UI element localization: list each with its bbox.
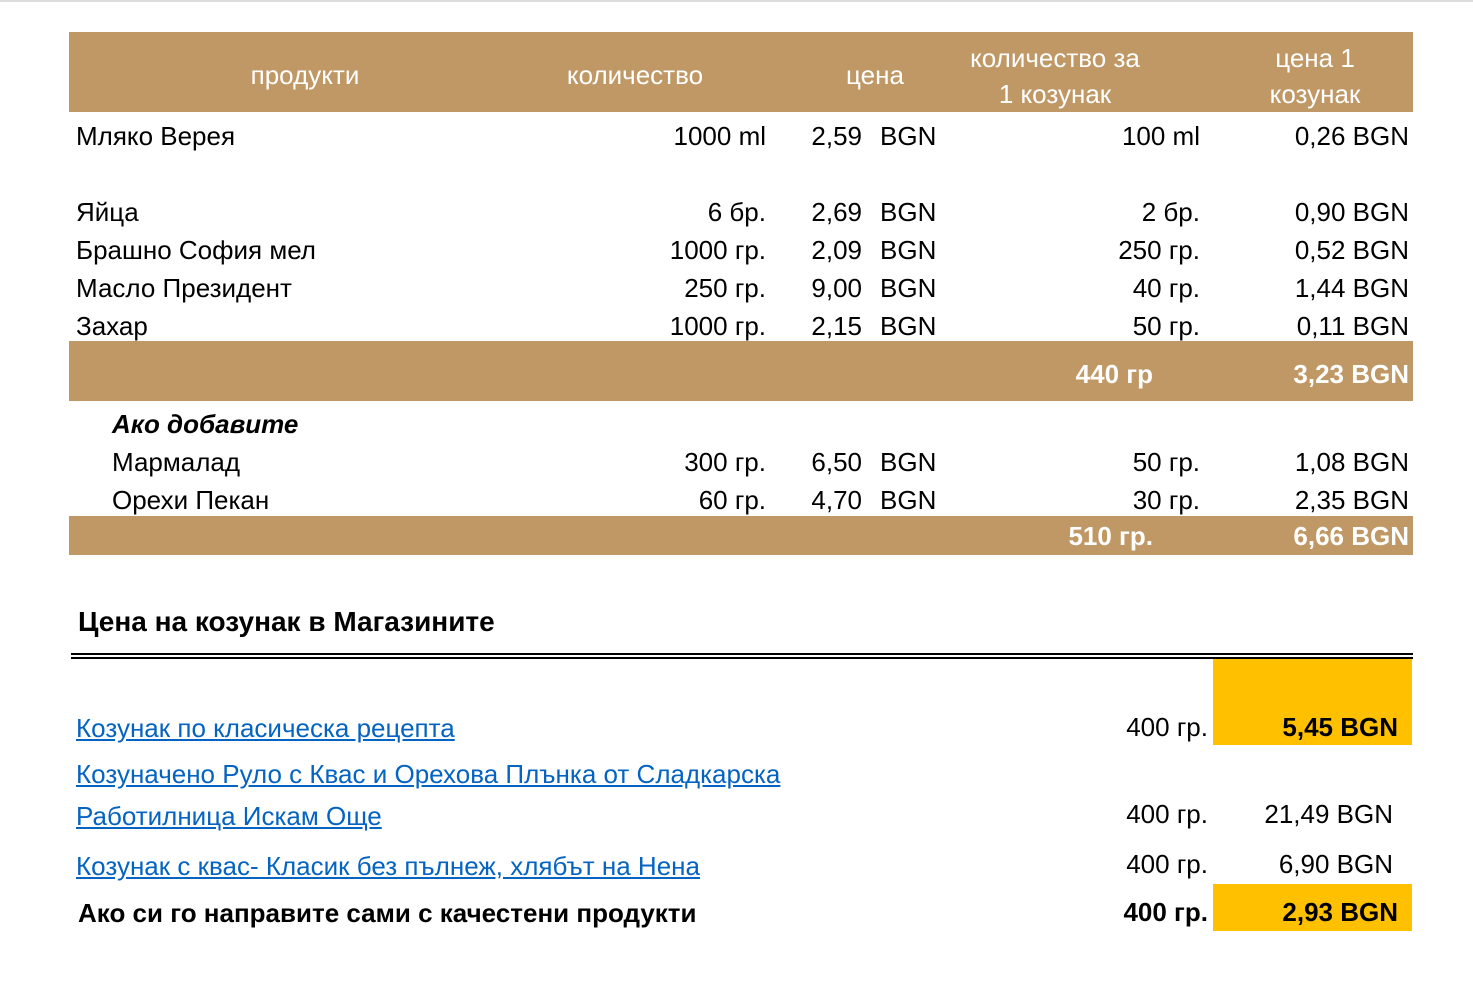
highlight-cell [1213,659,1412,745]
cell-qty: 60 гр. [698,485,766,515]
cell-qty1: 30 гр. [1132,485,1200,515]
divider [71,657,1413,659]
header-product: продукти [250,60,360,90]
cell-cost: 0,26 BGN [1294,121,1409,151]
store-weight: 400 гр. [1126,849,1208,879]
stores-title: Цена на козунак в Магазините [78,606,495,637]
cell-cost: 0,52 BGN [1294,235,1409,265]
cell-cur: BGN [880,311,937,341]
store-link-rulo-line2[interactable]: Работилница Искам Още [76,801,382,831]
total-qty-2: 510 гр. [1068,521,1153,551]
cell-name: Мармалад [112,447,241,477]
cell-qty: 1000 гр. [669,235,766,265]
cell-price: 9,00 [811,273,862,303]
cell-cur: BGN [880,121,937,151]
cell-name: Брашно София мел [76,235,316,265]
cell-cost: 1,08 BGN [1294,447,1409,477]
cell-cost: 0,90 BGN [1294,197,1409,227]
total-band-1 [69,341,1413,401]
cell-qty: 300 гр. [684,447,766,477]
divider [71,653,1413,655]
cell-name: Орехи Пекан [112,485,270,515]
homemade-weight: 400 гр. [1123,897,1208,927]
cell-qty1: 100 ml [1121,121,1200,151]
header-band [69,32,1413,112]
cell-qty1: 2 бр. [1141,197,1200,227]
cell-name: Мляко Верея [76,121,236,151]
cell-qty: 6 бр. [707,197,766,227]
store-weight: 400 гр. [1126,799,1208,829]
extras-title: Ако добавите [112,409,299,439]
cell-cur: BGN [880,447,937,477]
cell-price: 2,09 [811,235,862,265]
cell-cost: 0,11 BGN [1296,311,1409,341]
store-link-classic[interactable]: Козунак по класическа рецепта [76,713,455,743]
store-link-nena[interactable]: Козунак с квас- Класик без пълнеж, хлябъ… [76,851,700,881]
cell-qty: 1000 ml [673,121,767,151]
cell-name: Яйца [76,197,139,227]
cell-cost: 2,35 BGN [1294,485,1409,515]
cell-cost: 1,44 BGN [1294,273,1409,303]
cell-price: 2,59 [811,121,862,151]
cell-qty1: 250 гр. [1118,235,1200,265]
header-price: цена [846,60,904,90]
cell-qty1: 50 гр. [1132,311,1200,341]
cell-qty1: 50 гр. [1132,447,1200,477]
store-weight: 400 гр. [1126,712,1208,742]
cell-name: Масло Президент [76,273,292,303]
header-price-per-kozunak: цена 1 козунак [1269,43,1361,109]
highlight-cell [1213,884,1412,931]
cell-cur: BGN [880,273,937,303]
cell-price: 6,50 [811,447,862,477]
header-qty-per-kozunak: количество за 1 козунак [970,43,1140,109]
cell-qty1: 40 гр. [1132,273,1200,303]
store-price: 5,45 BGN [1282,712,1398,742]
total-cost-1: 3,23 BGN [1293,359,1409,389]
cell-cur: BGN [880,485,937,515]
cell-qty: 250 гр. [684,273,766,303]
cell-qty: 1000 гр. [669,311,766,341]
cell-cur: BGN [880,197,937,227]
header-quantity: количество [566,60,704,90]
total-cost-2: 6,66 BGN [1293,521,1409,551]
total-qty-1: 440 гр [1075,359,1153,389]
cell-price: 2,69 [811,197,862,227]
cell-price: 2,15 [811,311,862,341]
store-price: 6,90 BGN [1278,849,1393,879]
total-band-2 [69,516,1413,555]
homemade-label: Ако си го направите сами с качестени про… [78,898,697,928]
cell-name: Захар [76,311,148,341]
homemade-price: 2,93 BGN [1282,897,1398,927]
store-link-rulo[interactable]: Козуначено Руло с Квас и Орехова Плънка … [76,759,781,789]
cell-price: 4,70 [811,485,862,515]
cell-cur: BGN [880,235,937,265]
store-price: 21,49 BGN [1264,799,1393,829]
